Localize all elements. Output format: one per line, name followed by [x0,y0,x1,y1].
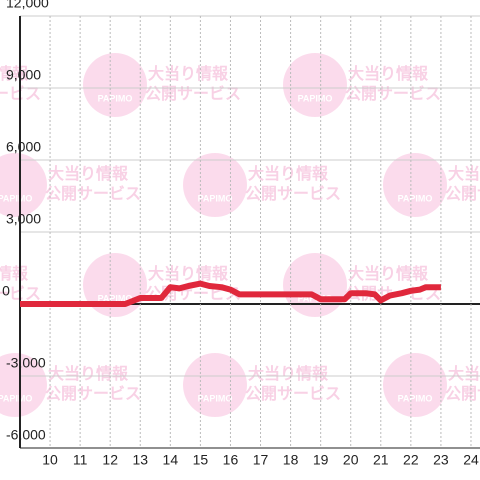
watermark-line2: 公開サービス [45,385,141,403]
watermark-logo [83,253,147,317]
watermark: PAPIMO大当り情報公開サービスPAPIMO大当り情報公開サービスPAPIMO… [0,53,480,417]
watermark-logo [383,153,447,217]
watermark-line1: 大当り情報 [448,164,480,183]
x-tick-label: 15 [193,452,209,468]
watermark-logo [183,353,247,417]
x-tick-label: 18 [283,452,299,468]
watermark-logo-text: PAPIMO [0,393,32,403]
watermark-line1: 大当り情報 [448,364,480,383]
watermark-line2: 公開サービス [145,85,241,103]
watermark-line2: 公開サービス [245,385,341,403]
watermark-logo-text: PAPIMO [398,193,433,203]
watermark-logo-text: PAPIMO [398,393,433,403]
watermark-line1: 大当り情報 [148,64,229,83]
watermark-line2: 公開サービス [445,385,480,403]
watermark-line1: 大当り情報 [348,64,429,83]
watermark-logo [183,153,247,217]
y-tick-label: 9,000 [6,67,41,83]
x-tick-label: 17 [253,452,269,468]
x-tick-label: 19 [313,452,329,468]
watermark-logo [0,353,47,417]
watermark-line2: 公開サービス [445,185,480,203]
y-tick-label: 3,000 [6,211,41,227]
watermark-logo-text: PAPIMO [198,393,233,403]
watermark-line1: 大当り情報 [148,264,229,283]
x-tick-label: 20 [343,452,359,468]
x-tick-label: 11 [73,452,88,468]
watermark-line1: 大当り情報 [48,364,129,383]
x-tick-label: 21 [373,452,389,468]
x-tick-label: 22 [403,452,419,468]
watermark-logo-text: PAPIMO [98,93,133,103]
x-tick-label: 12 [102,452,118,468]
x-tick-label: 16 [223,452,239,468]
y-tick-label: -3,000 [6,355,46,371]
watermark-logo [83,53,147,117]
watermark-line1: 大当り情報 [248,164,329,183]
x-tick-label: 24 [463,452,479,468]
x-tick-label: 23 [433,452,449,468]
watermark-logo [283,253,347,317]
x-tick-label: 13 [132,452,148,468]
watermark-line1: 大当り情報 [0,64,29,83]
watermark-line1: 大当り情報 [248,364,329,383]
y-tick-label: 12,000 [6,0,49,11]
x-tick-label: 14 [163,452,179,468]
watermark-logo [283,53,347,117]
watermark-line2: 公開サービス [45,185,141,203]
watermark-line2: 公開サービス [245,185,341,203]
x-tick-label: 10 [42,452,58,468]
watermark-logo [383,353,447,417]
y-tick-label: 0 [2,283,10,299]
watermark-logo [0,153,47,217]
watermark-line1: 大当り情報 [348,264,429,283]
line-series [20,280,441,307]
watermark-logo-text: PAPIMO [0,193,32,203]
y-tick-label: 6,000 [6,139,41,155]
watermark-logo-text: PAPIMO [98,293,133,303]
watermark-line1: 大当り情報 [48,164,129,183]
y-tick-label: -6,000 [6,427,46,443]
watermark-line1: 大当り情報 [0,264,29,283]
watermark-line2: 公開サービス [345,85,441,103]
watermark-logo-text: PAPIMO [298,93,333,103]
watermark-logo-text: PAPIMO [198,193,233,203]
